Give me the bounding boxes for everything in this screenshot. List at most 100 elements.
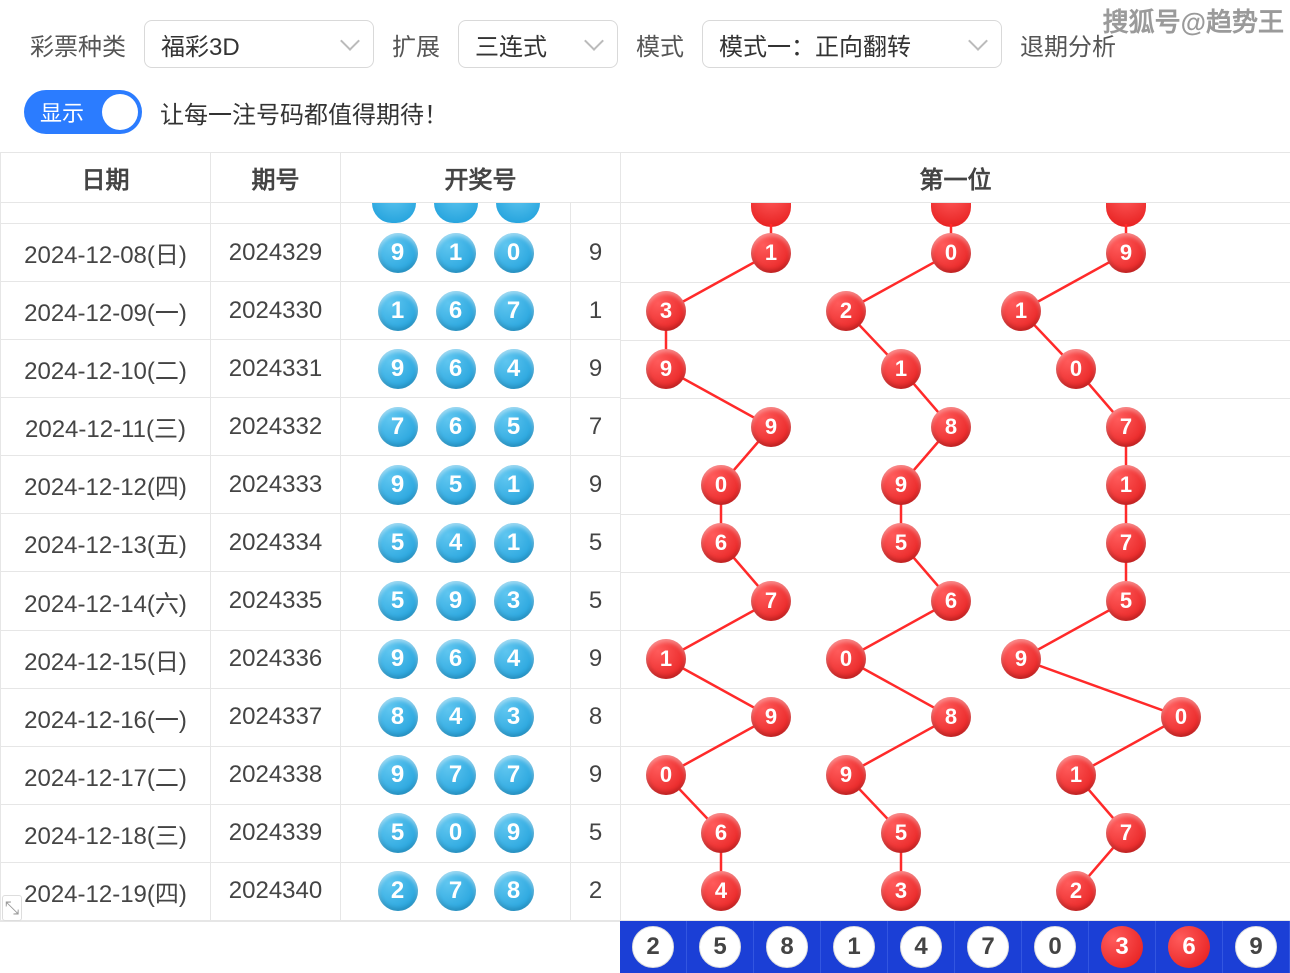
trend-ball: 7 (1106, 407, 1146, 447)
kjh-ball: 7 (378, 407, 418, 447)
cell-issue: 2024329 (211, 224, 341, 282)
extension-label: 扩展 (392, 27, 440, 62)
lottery-type-value: 福彩3D (161, 27, 240, 62)
trend-ball: 7 (751, 581, 791, 621)
cell-date: 2024-12-10(二) (1, 340, 211, 398)
cell-issue: 2024339 (211, 804, 341, 862)
cell-date: 2024-12-12(四) (1, 456, 211, 514)
kjh-ball: 5 (494, 407, 534, 447)
trend-ball: 0 (646, 755, 686, 795)
footer-ball: 6 (1168, 926, 1210, 968)
kjh-ball: 4 (436, 697, 476, 737)
cell-ext: 5 (571, 514, 621, 572)
kjh-ball: 1 (436, 233, 476, 273)
mode-value: 模式一：正向翻转 (719, 27, 911, 62)
kjh-ball: 7 (494, 755, 534, 795)
kjh-ball: 0 (436, 813, 476, 853)
trend-ball: 0 (701, 465, 741, 505)
cell-ext: 8 (571, 688, 621, 746)
footer-ball: 4 (900, 926, 942, 968)
cell-ext: 5 (571, 572, 621, 630)
footer-ball: 0 (1034, 926, 1076, 968)
footer-ball: 2 (632, 926, 674, 968)
footer-cell[interactable]: 1 (821, 921, 888, 973)
footer-cell[interactable]: 5 (687, 921, 754, 973)
cell-issue: 2024340 (211, 862, 341, 920)
footer-cell[interactable]: 4 (888, 921, 955, 973)
display-toggle[interactable]: 显示 (24, 90, 142, 134)
collapse-icon[interactable]: ⤡ (2, 895, 22, 921)
trend-ball: 1 (1056, 755, 1096, 795)
kjh-ball: 1 (494, 465, 534, 505)
cell-kjh: 541 (341, 514, 571, 572)
kjh-ball: 7 (436, 871, 476, 911)
kjh-ball: 3 (494, 697, 534, 737)
cell-issue: 2024336 (211, 630, 341, 688)
cell-ext: 1 (571, 282, 621, 340)
kjh-ball: 4 (494, 639, 534, 679)
back-analysis-link[interactable]: 退期分析 (1020, 27, 1116, 62)
header-kjh: 开奖号 (341, 153, 621, 203)
trend-ball: 3 (646, 291, 686, 331)
footer-cell[interactable]: 3 (1089, 921, 1156, 973)
kjh-ball: 6 (436, 291, 476, 331)
cell-kjh: 509 (341, 804, 571, 862)
trend-ball: 9 (751, 697, 791, 737)
trend-ball: 3 (881, 871, 921, 911)
cell-ext: 2 (571, 862, 621, 920)
footer-cell[interactable]: 7 (955, 921, 1022, 973)
lottery-type-select[interactable]: 福彩3D (144, 20, 374, 68)
cell-kjh: 964 (341, 630, 571, 688)
lottery-table: 日期 期号 开奖号 第一位 2024-12-08(日)2024329910913… (0, 152, 1290, 921)
table-row: 2024-12-08(日)202432991091399067190640218… (1, 224, 1290, 282)
kjh-ball: 6 (436, 407, 476, 447)
trend-ball: 7 (1106, 523, 1146, 563)
kjh-ball: 9 (378, 233, 418, 273)
kjh-ball: 1 (378, 291, 418, 331)
trend-ball: 4 (701, 871, 741, 911)
cell-kjh: 951 (341, 456, 571, 514)
cell-kjh: 843 (341, 688, 571, 746)
footer-ball: 1 (833, 926, 875, 968)
footer-cell[interactable]: 8 (754, 921, 821, 973)
footer-ball: 7 (967, 926, 1009, 968)
cell-kjh: 167 (341, 282, 571, 340)
display-toggle-label: 显示 (40, 96, 84, 128)
footer-cell[interactable]: 2 (620, 921, 687, 973)
cell-kjh: 278 (341, 862, 571, 920)
kjh-ball: 5 (378, 523, 418, 563)
trend-ball: 0 (931, 233, 971, 273)
kjh-ball: 9 (378, 349, 418, 389)
trend-ball: 0 (1056, 349, 1096, 389)
kjh-ball: 8 (378, 697, 418, 737)
cell-kjh: 593 (341, 572, 571, 630)
chevron-down-icon (340, 31, 360, 51)
trend-ball: 0 (826, 639, 866, 679)
kjh-ball: 9 (436, 581, 476, 621)
trend-ball: 9 (1106, 233, 1146, 273)
cell-ext: 9 (571, 340, 621, 398)
extension-select[interactable]: 三连式 (458, 20, 618, 68)
cell-issue: 2024335 (211, 572, 341, 630)
cell-ext: 7 (571, 398, 621, 456)
trend-ball: 1 (751, 233, 791, 273)
footer-cell[interactable]: 6 (1156, 921, 1223, 973)
trend-ball: 8 (931, 407, 971, 447)
cell-issue: 2024333 (211, 456, 341, 514)
cell-issue: 2024332 (211, 398, 341, 456)
footer-ball: 5 (699, 926, 741, 968)
top-controls: 彩票种类 福彩3D 扩展 三连式 模式 模式一：正向翻转 退期分析 (0, 0, 1290, 78)
cell-ext: 9 (571, 630, 621, 688)
position-chart-cell: 139906719064021895608953910717590172 (621, 224, 1290, 921)
footer-ball: 8 (766, 926, 808, 968)
trend-ball: 2 (1056, 871, 1096, 911)
cell-date: 2024-12-16(一) (1, 688, 211, 746)
footer-cell[interactable]: 0 (1022, 921, 1089, 973)
lottery-type-label: 彩票种类 (30, 27, 126, 62)
trend-ball: 9 (1001, 639, 1041, 679)
footer-cell[interactable]: 9 (1223, 921, 1290, 973)
mode-select[interactable]: 模式一：正向翻转 (702, 20, 1002, 68)
cell-kjh: 765 (341, 398, 571, 456)
kjh-ball: 1 (494, 523, 534, 563)
trend-ball: 1 (1106, 465, 1146, 505)
